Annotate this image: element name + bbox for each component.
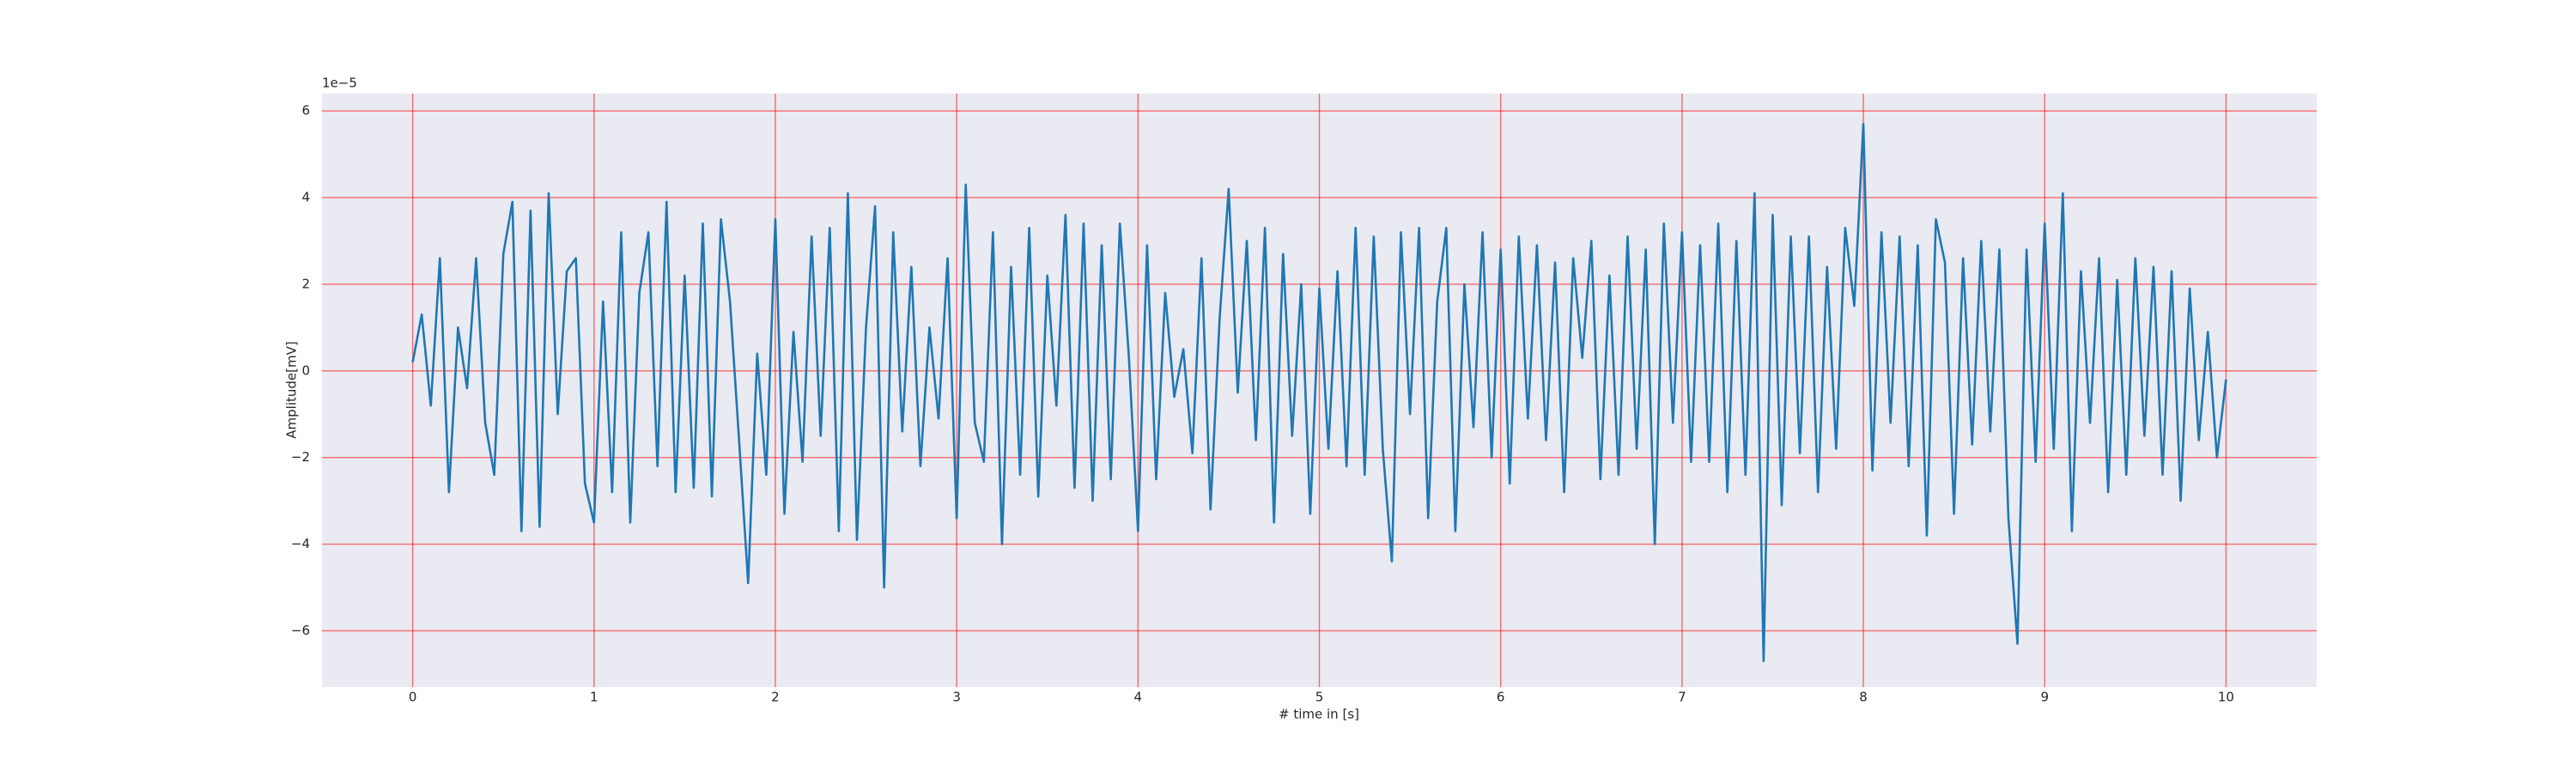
x-tick-label: 10 [2218, 690, 2234, 705]
x-tick-label: 5 [1315, 690, 1324, 705]
y-tick-label: 4 [301, 190, 310, 205]
data-line [411, 123, 2227, 663]
y-tick-label: −6 [291, 623, 310, 638]
x-tick-label: 1 [590, 690, 598, 705]
y-offset-text: 1e−5 [322, 76, 357, 91]
y-tick-label: −4 [291, 536, 310, 551]
x-tick-label: 3 [952, 690, 961, 705]
x-tick-label: 7 [1678, 690, 1686, 705]
y-tick-label: 6 [301, 103, 310, 119]
y-tick-label: 0 [301, 362, 310, 378]
x-tick-label: 6 [1497, 690, 1505, 705]
x-tick-label: 0 [409, 690, 417, 705]
y-tick-label: −2 [291, 449, 310, 465]
x-axis-label: # time in [s] [1279, 707, 1359, 722]
x-tick-label: 4 [1134, 690, 1143, 705]
y-tick-label: 2 [301, 276, 310, 291]
y-axis-label: Amplitude[mV] [284, 341, 300, 438]
x-tick-label: 2 [771, 690, 780, 705]
x-tick-label: 9 [2040, 690, 2049, 705]
x-tick-label: 8 [1859, 690, 1868, 705]
